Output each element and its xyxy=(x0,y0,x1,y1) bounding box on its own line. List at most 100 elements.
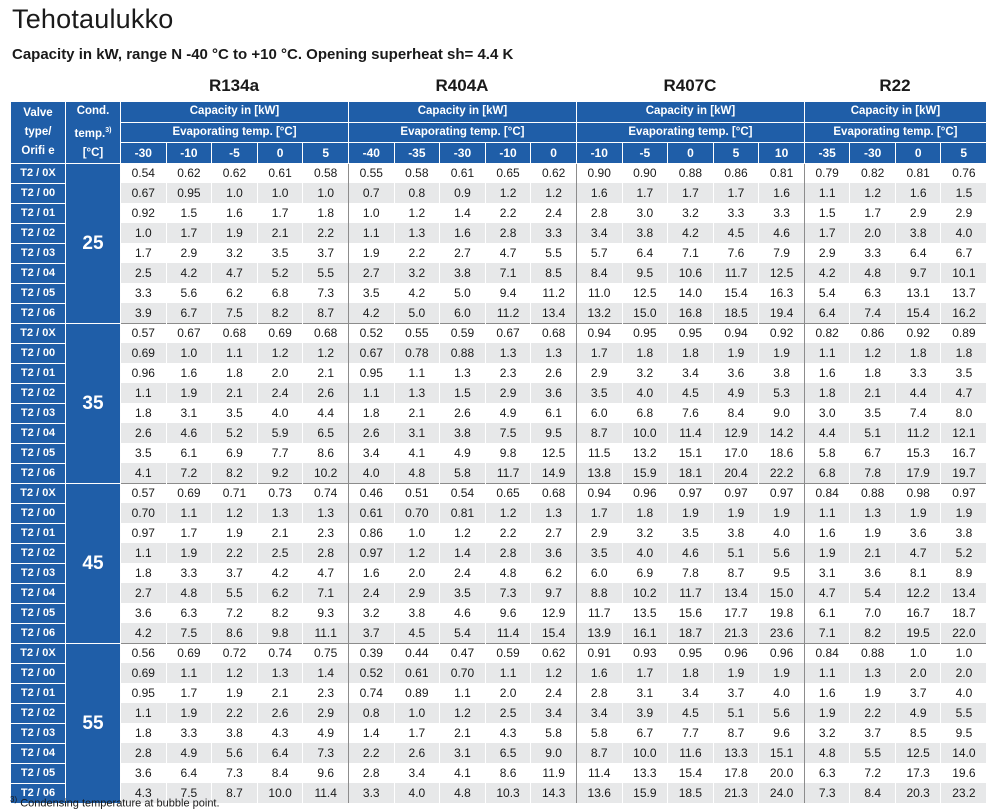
table-row: T2 / 02 1.1 1.9 2.1 2.4 2.6 1.1 1.3 1.5 2.9 3.6 3.5… xyxy=(10,382,987,404)
cond-temp-cell: 55 xyxy=(65,642,121,804)
capacity-cell: 2.8 xyxy=(302,543,349,564)
capacity-cell: 9.2 xyxy=(256,463,303,484)
capacity-cell: 6.0 xyxy=(439,303,486,324)
capacity-cell: 1.9 xyxy=(712,663,759,684)
capacity-cell: 4.5 xyxy=(667,703,714,724)
capacity-cell: 4.1 xyxy=(120,463,167,484)
valve-type-header-line1: Valve xyxy=(23,106,53,119)
capacity-cell: 1.7 xyxy=(165,683,212,704)
capacity-cell: 3.8 xyxy=(940,523,987,544)
capacity-cell: 4.6 xyxy=(439,603,486,624)
capacity-cell: 2.1 xyxy=(849,383,896,404)
capacity-cell: 8.5 xyxy=(894,723,941,744)
capacity-cell: 2.4 xyxy=(439,563,486,584)
capacity-cell: 4.0 xyxy=(758,523,805,544)
capacity-cell: 2.2 xyxy=(849,703,896,724)
capacity-cell: 1.1 xyxy=(347,383,395,404)
capacity-cell: 8.9 xyxy=(940,563,987,584)
evap-temp-r134a-4: 5 xyxy=(302,142,349,164)
valve-type-header: Valve type/ Orifi e xyxy=(10,101,66,164)
capacity-cell: 5.6 xyxy=(211,743,258,764)
capacity-cell: 19.5 xyxy=(894,623,941,644)
evap-temp-r404a-2: -30 xyxy=(439,142,486,164)
capacity-cell: 2.0 xyxy=(393,563,440,584)
capacity-cell: 13.9 xyxy=(575,623,623,644)
capacity-cell: 2.9 xyxy=(575,363,623,384)
capacity-cell: 1.5 xyxy=(940,183,987,204)
table-row: T2 / 06 3.9 6.7 7.5 8.2 8.7 4.2 5.0 6.0 11.2 13.4 1… xyxy=(10,302,987,324)
capacity-cell: 13.5 xyxy=(621,603,668,624)
capacity-cell: 1.7 xyxy=(165,523,212,544)
capacity-cell: 3.4 xyxy=(575,223,623,244)
capacity-cell: 4.0 xyxy=(940,223,987,244)
capacity-cell: 4.9 xyxy=(484,403,531,424)
capacity-cell: 1.9 xyxy=(165,703,212,724)
capacity-cell: 0.52 xyxy=(347,322,395,344)
capacity-cell: 3.3 xyxy=(165,563,212,584)
capacity-header-r22: Capacity in [kW] xyxy=(803,101,987,123)
valve-type-cell: T2 / 02 xyxy=(10,542,66,564)
capacity-cell: 12.5 xyxy=(530,443,577,464)
capacity-cell: 5.2 xyxy=(256,263,303,284)
capacity-cell: 1.9 xyxy=(758,343,805,364)
capacity-header-r404a: Capacity in [kW] xyxy=(347,101,577,123)
capacity-cell: 2.1 xyxy=(302,363,349,384)
capacity-cell: 13.4 xyxy=(940,583,987,604)
capacity-cell: 3.6 xyxy=(894,523,941,544)
capacity-table: Valve type/ Orifi e Cond. temp.3) [°C] C… xyxy=(10,101,987,804)
evap-temp-r407c-4: 10 xyxy=(758,142,805,164)
capacity-cell: 23.2 xyxy=(940,783,987,804)
capacity-cell: 9.4 xyxy=(484,283,531,304)
capacity-cell: 3.3 xyxy=(347,783,395,804)
capacity-cell: 10.6 xyxy=(667,263,714,284)
capacity-cell: 8.4 xyxy=(712,403,759,424)
capacity-cell: 1.5 xyxy=(803,203,850,224)
capacity-cell: 1.2 xyxy=(439,703,486,724)
capacity-cell: 6.4 xyxy=(803,303,850,324)
page-title: Tehotaulukko xyxy=(12,4,174,34)
footnote: 3) Condensing temperature at bubble poin… xyxy=(10,795,220,810)
capacity-cell: 6.4 xyxy=(256,743,303,764)
capacity-cell: 3.5 xyxy=(849,403,896,424)
capacity-cell: 2.7 xyxy=(439,243,486,264)
capacity-cell: 6.4 xyxy=(165,763,212,784)
table-row: T2 / 03 1.8 3.1 3.5 4.0 4.4 1.8 2.1 2.6 4.9 6.1 6.0… xyxy=(10,402,987,424)
capacity-cell: 2.6 xyxy=(347,423,395,444)
capacity-cell: 3.1 xyxy=(393,423,440,444)
valve-type-cell: T2 / 00 xyxy=(10,662,66,684)
capacity-cell: 0.88 xyxy=(439,343,486,364)
capacity-cell: 15.0 xyxy=(621,303,668,324)
capacity-cell: 20.3 xyxy=(894,783,941,804)
capacity-cell: 4.7 xyxy=(940,383,987,404)
capacity-cell: 12.9 xyxy=(712,423,759,444)
capacity-cell: 4.2 xyxy=(120,623,167,644)
capacity-cell: 2.8 xyxy=(120,743,167,764)
capacity-cell: 1.8 xyxy=(940,343,987,364)
capacity-cell: 0.95 xyxy=(347,363,395,384)
valve-type-cell: T2 / 06 xyxy=(10,782,66,804)
capacity-cell: 1.6 xyxy=(894,183,941,204)
capacity-cell: 18.1 xyxy=(667,463,714,484)
capacity-cell: 3.8 xyxy=(211,723,258,744)
capacity-cell: 2.2 xyxy=(302,223,349,244)
capacity-cell: 3.8 xyxy=(393,603,440,624)
capacity-cell: 0.96 xyxy=(758,642,805,664)
capacity-cell: 15.1 xyxy=(758,743,805,764)
capacity-cell: 1.1 xyxy=(120,703,167,724)
capacity-cell: 0.76 xyxy=(940,163,987,184)
capacity-cell: 0.67 xyxy=(120,183,167,204)
capacity-cell: 9.3 xyxy=(302,603,349,624)
capacity-cell: 1.1 xyxy=(120,383,167,404)
capacity-cell: 6.8 xyxy=(621,403,668,424)
table-row: T2 / 04 2.5 4.2 4.7 5.2 5.5 2.7 3.2 3.8 7.1 8.5 8.4… xyxy=(10,262,987,284)
capacity-header-r134a: Capacity in [kW] xyxy=(120,101,349,123)
capacity-cell: 1.0 xyxy=(347,203,395,224)
capacity-cell: 9.8 xyxy=(256,623,303,644)
capacity-cell: 12.5 xyxy=(894,743,941,764)
capacity-cell: 8.2 xyxy=(256,303,303,324)
capacity-cell: 0.88 xyxy=(849,482,896,504)
valve-type-header-line2: type/ xyxy=(24,125,52,138)
capacity-cell: 8.7 xyxy=(575,423,623,444)
capacity-cell: 3.5 xyxy=(575,383,623,404)
valve-type-cell: T2 / 01 xyxy=(10,202,66,224)
